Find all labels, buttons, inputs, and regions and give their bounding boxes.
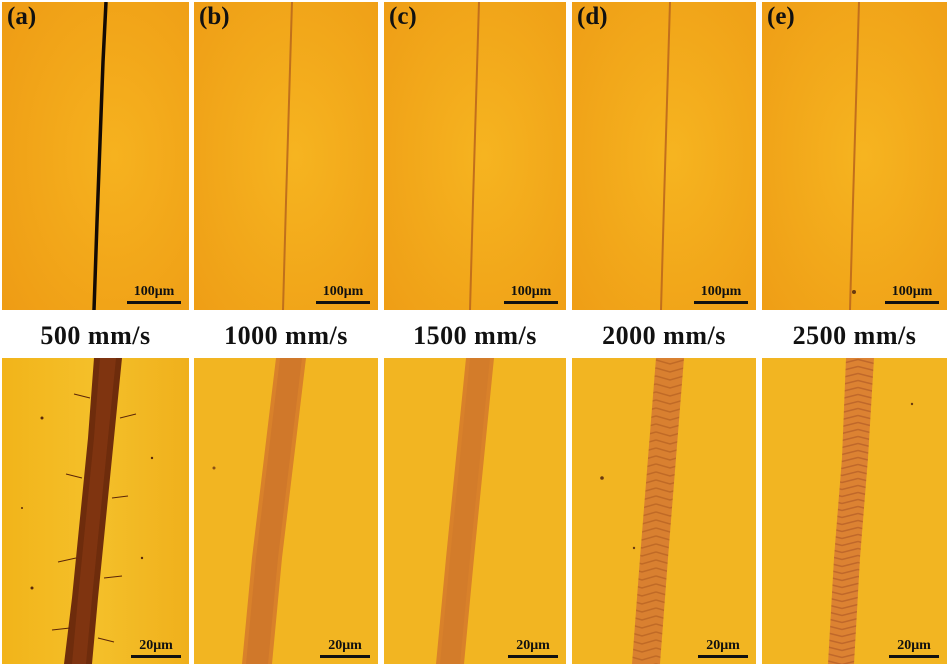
scale-bar-line: [127, 301, 181, 304]
scan-speed-label: 2000 mm/s: [602, 321, 726, 350]
scale-bar-label: 20μm: [328, 638, 362, 653]
micrograph-image: [2, 358, 189, 664]
micrograph-e-low-mag: (e) 100μm: [762, 2, 947, 310]
scale-bar-label: 20μm: [706, 638, 740, 653]
micrograph-image: [384, 358, 566, 664]
scale-bar-line: [504, 301, 558, 304]
scale-bar: 20μm: [889, 639, 939, 658]
scale-bar: 100μm: [885, 285, 939, 304]
scan-speed-label: 1000 mm/s: [224, 321, 348, 350]
micrograph-image: [194, 358, 378, 664]
scale-bar-line: [131, 655, 181, 658]
scale-bar: 20μm: [320, 639, 370, 658]
scale-bar-line: [698, 655, 748, 658]
micrograph-a-high-mag: 20μm: [2, 358, 189, 664]
panel-label: (b): [199, 3, 230, 30]
micrograph-c-low-mag: (c) 100μm: [384, 2, 566, 310]
scan-speed-label: 2500 mm/s: [792, 321, 917, 350]
panel-label: (d): [577, 3, 608, 30]
scale-bar: 100μm: [127, 285, 181, 304]
scale-bar: 20μm: [698, 639, 748, 658]
panel-label: (c): [389, 3, 417, 30]
micrograph-b-high-mag: 20μm: [194, 358, 378, 664]
scale-bar-label: 100μm: [322, 284, 364, 299]
scale-bar: 100μm: [694, 285, 748, 304]
scale-bar-line: [508, 655, 558, 658]
micrograph-c-high-mag: 20μm: [384, 358, 566, 664]
micrograph-e-high-mag: 20μm: [762, 358, 947, 664]
scale-bar-label: 100μm: [891, 284, 933, 299]
panel-label: (e): [767, 3, 795, 30]
scale-bar-label: 20μm: [516, 638, 550, 653]
scale-bar-line: [316, 301, 370, 304]
scan-speed-label: 500 mm/s: [40, 321, 151, 350]
micrograph-image: [572, 358, 756, 664]
scale-bar-label: 20μm: [897, 638, 931, 653]
micrograph-image: [572, 2, 756, 310]
micrograph-d-high-mag: 20μm: [572, 358, 756, 664]
micrograph-a-low-mag: (a) 100μm: [2, 2, 189, 310]
scale-bar-label: 20μm: [139, 638, 173, 653]
scale-bar-label: 100μm: [133, 284, 175, 299]
scale-bar: 100μm: [504, 285, 558, 304]
scale-bar-line: [320, 655, 370, 658]
micrograph-image: [762, 2, 947, 310]
scale-bar: 20μm: [131, 639, 181, 658]
micrograph-b-low-mag: (b) 100μm: [194, 2, 378, 310]
scale-bar-label: 100μm: [700, 284, 742, 299]
micrograph-image: [762, 358, 947, 664]
scale-bar-line: [889, 655, 939, 658]
scale-bar-line: [885, 301, 939, 304]
panel-label: (a): [7, 3, 37, 30]
micrograph-d-low-mag: (d) 100μm: [572, 2, 756, 310]
micrograph-image: [2, 2, 189, 310]
scale-bar: 20μm: [508, 639, 558, 658]
micrograph-image: [384, 2, 566, 310]
scan-speed-label: 1500 mm/s: [413, 321, 537, 350]
scale-bar-label: 100μm: [510, 284, 552, 299]
scale-bar-line: [694, 301, 748, 304]
scale-bar: 100μm: [316, 285, 370, 304]
micrograph-image: [194, 2, 378, 310]
